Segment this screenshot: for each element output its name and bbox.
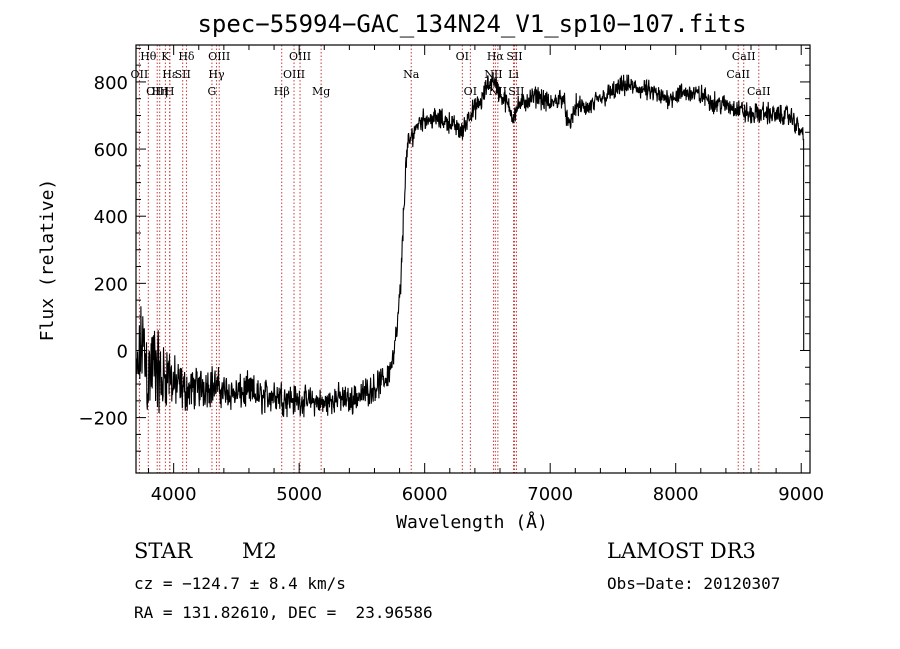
line-marker-label: Mg (312, 85, 330, 98)
x-tick-label: 7000 (527, 484, 573, 505)
y-tick-label: 200 (94, 274, 128, 295)
redshift-velocity: cz = −124.7 ± 8.4 km/s (134, 574, 346, 593)
y-tick-label: 600 (94, 140, 128, 161)
x-tick-label: 9000 (778, 484, 824, 505)
line-marker-label: Hθ (140, 50, 157, 63)
line-markers (138, 45, 760, 473)
line-marker-label: Hα (487, 50, 505, 63)
chart-title: spec−55994−GAC_134N24_V1_sp10−107.fits (197, 10, 746, 38)
line-marker-label: OII (131, 68, 149, 81)
line-marker-label: OI (464, 85, 477, 98)
line-marker-label: H (165, 85, 175, 98)
line-marker-label: K (161, 50, 170, 63)
y-tick-label: 0 (117, 341, 128, 362)
axis-tick-labels: 4000 5000 6000 7000 8000 9000 −200 0 200 400 600 80… (79, 73, 825, 505)
line-marker-label: CaII (726, 68, 750, 81)
line-marker-label: OIII (289, 50, 311, 63)
x-tick-label: 8000 (653, 484, 699, 505)
object-class: STAR (134, 539, 193, 563)
line-marker-label: CaII (747, 85, 771, 98)
y-axis-label: Flux (relative) (37, 179, 58, 342)
y-tick-label: −200 (79, 409, 128, 430)
line-marker-label: SII (506, 50, 522, 63)
line-marker-label: OIII (283, 68, 305, 81)
spectrum-line (135, 71, 805, 418)
line-marker-label: Hγ (208, 68, 225, 81)
x-tick-label: 5000 (276, 484, 322, 505)
line-marker-label: Hβ (274, 85, 290, 98)
x-axis-label: Wavelength (Å) (396, 511, 548, 533)
line-marker-label: CaII (732, 50, 756, 63)
line-marker-label: Hδ (178, 50, 195, 63)
line-marker-label: Hε (162, 68, 178, 81)
line-marker-label: SII (508, 85, 524, 98)
line-marker-label: OI (456, 50, 469, 63)
line-marker-label: G (208, 85, 217, 98)
x-tick-label: 6000 (402, 484, 448, 505)
line-marker-label: SII (175, 68, 191, 81)
x-tick-label: 4000 (151, 484, 197, 505)
line-marker-label: Li (508, 68, 519, 81)
y-tick-label: 800 (94, 73, 128, 94)
axis-ticks (136, 45, 810, 473)
survey-name: LAMOST DR3 (607, 539, 756, 563)
object-subclass: M2 (242, 539, 277, 563)
line-marker-label: Na (403, 68, 420, 81)
observation-date: Obs−Date: 20120307 (607, 574, 781, 593)
line-marker-label: Hη (152, 85, 168, 98)
line-marker-label: OIII (208, 50, 230, 63)
line-marker-label: OIII (146, 85, 168, 98)
sky-coordinates: RA = 131.82610, DEC = 23.96586 (134, 603, 433, 622)
line-marker-labels: Hθ OII OIII K Hε HηH Hδ SII OIII Hγ G OIII OIII Hβ Mg N… (131, 50, 771, 98)
plot-frame (135, 44, 811, 474)
y-tick-label: 400 (94, 207, 128, 228)
